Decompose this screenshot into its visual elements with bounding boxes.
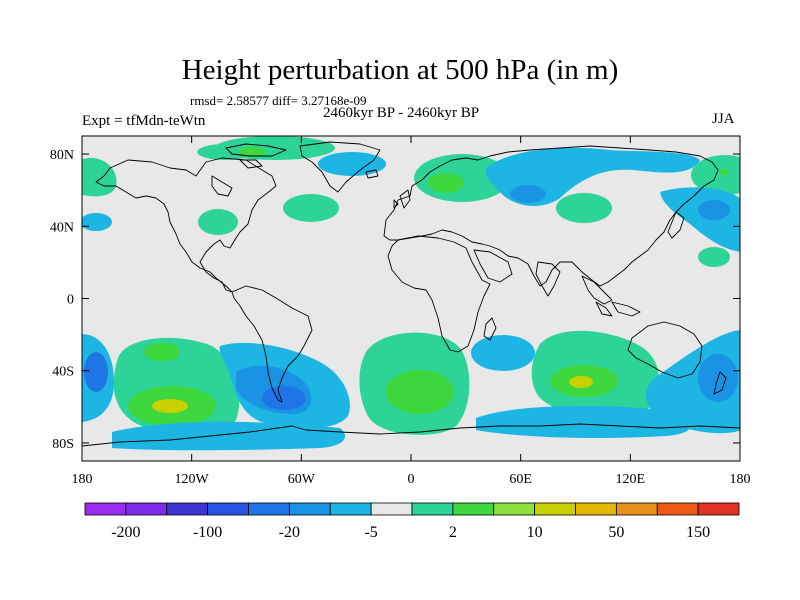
coastline-australia [627,321,703,379]
coastline-europe-asia [383,145,719,287]
lat-tick-label: 0 [67,293,74,308]
siberia-blue-anomaly [485,147,700,206]
north-america-green-anomaly [198,209,238,235]
colorbar-label: 150 [686,524,710,541]
greenland-blue-anomaly [318,152,386,176]
colorbar-swatch [248,502,290,516]
coastline-india [535,261,561,297]
alaska-blue-anomaly [82,213,112,231]
lat-tick-label: 80N [50,148,74,163]
colorbar-swatch [370,502,413,516]
south-indian-green-anomaly [531,330,660,419]
colorbar-swatch [84,502,127,516]
coastlines [82,141,740,447]
south-pacific-green-anomaly [113,337,240,431]
colorbar-swatch [329,502,372,516]
plot-title: Height perturbation at 500 hPa (in m) [181,54,619,86]
coastline-madagascar [483,317,497,341]
colorbar-swatch [207,502,249,516]
colorbar-label: -200 [111,524,140,541]
colorbar-swatch [125,502,168,516]
colorbar-label: -5 [364,524,377,541]
central-asia-green-anomaly [556,193,612,223]
coastline-arctic-islands [225,143,287,169]
lat-tick-label: 40N [50,220,74,235]
season-label: JJA [712,111,735,127]
coastline-hudson-bay [211,175,233,197]
colorbar-label: 2 [449,524,457,541]
colorbar-swatch [656,502,699,516]
colorbar-swatch [697,502,740,516]
lat-tick-label: 80S [52,437,74,452]
antarctic-blue-anomaly-east [476,405,693,438]
nw-pacific-green-anomaly [691,155,740,195]
colorbar-label: 50 [608,524,624,541]
south-atlantic-green-anomaly [359,332,470,435]
colorbar-swatch [166,502,209,516]
coastline-japan [667,211,685,239]
colorbar-swatch [493,502,536,516]
lon-tick-label: 120E [616,472,646,487]
bering-green-anomaly [82,157,117,197]
coastline-africa [387,235,491,353]
west-pacific-green-anomaly [698,247,730,267]
period-label: 2460kyr BP - 2460kyr BP [323,105,480,121]
south-america-blue-anomaly [219,342,350,429]
indian-ocean-blue-anomaly [471,335,535,371]
experiment-label: Expt = tfMdn-teWtn [82,113,206,129]
lon-tick-label: 180 [730,472,751,487]
axis-ticks: 180 120W 60W 0 60E 120E 180 80N 40N 0 40S 80S [50,136,751,487]
north-atlantic-green-anomaly [283,194,339,222]
colorbar-label: -20 [279,524,300,541]
scandinavia-green-anomaly [414,154,510,202]
coastline-south-america [231,285,313,403]
coastline-greenland [299,141,381,193]
antarctic-blue-anomaly-west [112,421,346,451]
colorbar-swatch [534,502,576,516]
coastline-iceland [365,169,379,179]
lon-tick-label: 60W [288,472,316,487]
colorbar-swatch [288,502,331,516]
lat-tick-label: 40S [52,365,74,380]
coastline-southeast-asia [581,275,641,317]
north-pacific-blue-anomaly [660,187,740,252]
colorbar-swatch [452,502,495,516]
colorbar: -200 -100 -20 -5 2 10 50 150 [84,502,740,541]
colorbar-swatch [575,502,617,516]
lon-tick-label: 60E [509,472,532,487]
coastline-arabia [473,249,513,283]
colorbar-label: 10 [527,524,543,541]
south-pacific-blue-anomaly [82,334,114,422]
lon-tick-label: 0 [408,472,415,487]
stats-label: rmsd= 2.58577 diff= 3.27168e-09 [190,93,367,108]
coastline-british-isles [393,189,411,209]
colorbar-swatch [615,502,658,516]
lon-tick-label: 120W [175,472,210,487]
coastline-antarctica [82,423,740,447]
coastline-new-zealand [713,371,727,395]
colorbar-label: -100 [193,524,222,541]
contour-fills [82,136,740,451]
colorbar-swatch [411,502,454,516]
lon-tick-label: 180 [72,472,93,487]
